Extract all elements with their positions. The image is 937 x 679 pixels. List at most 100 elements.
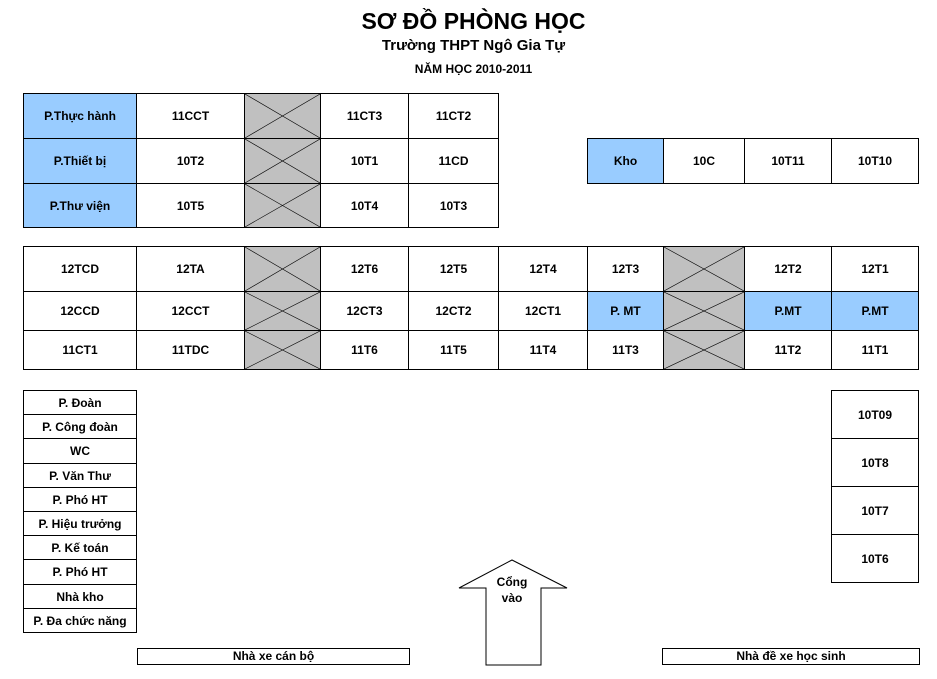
- room-label: WC: [70, 444, 90, 458]
- unused-cell: [244, 291, 321, 331]
- cross-icon: [245, 331, 320, 369]
- room-label: 12CT2: [435, 304, 472, 318]
- unused-cell: [663, 291, 745, 331]
- room-label: P.Thực hành: [44, 109, 116, 123]
- classroom: 10T7: [831, 486, 919, 535]
- room-label: 12CCT: [171, 304, 210, 318]
- room-label: 10T11: [771, 154, 805, 168]
- room-label: P. Phó HT: [52, 565, 108, 579]
- classroom: 12T5: [408, 246, 499, 292]
- classroom: P. Văn Thư: [23, 463, 137, 488]
- classroom: P. Phó HT: [23, 559, 137, 585]
- school-name: Trường THPT Ngô Gia Tự: [381, 37, 566, 54]
- classroom: 10T09: [831, 390, 919, 439]
- room-label: 11CD: [438, 154, 469, 168]
- classroom: 10T3: [408, 183, 499, 228]
- room-label: 12T1: [861, 262, 889, 276]
- room-label: P. Công đoàn: [42, 419, 118, 434]
- unused-cell: [244, 246, 321, 292]
- gate-label-line1: Cổng: [496, 575, 528, 589]
- room-label: 10T4: [350, 198, 379, 213]
- gate-label-line2: vào: [501, 591, 523, 605]
- room-label: 11TDC: [171, 343, 210, 357]
- cross-icon: [664, 292, 744, 330]
- room-label: 10T5: [176, 198, 205, 213]
- classroom: 11T2: [744, 330, 832, 370]
- classroom: 12CCT: [136, 291, 245, 331]
- classroom: 11T5: [408, 330, 499, 370]
- room-label: 11T4: [529, 343, 557, 357]
- room-label: P. Phó HT: [52, 492, 108, 507]
- room-label: 11T6: [351, 343, 378, 357]
- unused-cell: [244, 183, 321, 228]
- room-label: Nhà kho: [56, 589, 104, 604]
- unused-cell: [244, 93, 321, 139]
- special-room: P.MT: [744, 291, 832, 331]
- classroom: 12TA: [136, 246, 245, 292]
- special-room: P.Thực hành: [23, 93, 137, 139]
- classroom: 10T6: [831, 534, 919, 583]
- room-label: 12T5: [439, 262, 468, 276]
- student-parking: Nhà đề xe học sinh: [662, 648, 920, 665]
- room-label: 10T09: [857, 407, 893, 422]
- room-label: 10T10: [857, 154, 893, 168]
- classroom: 12CT3: [320, 291, 409, 331]
- room-label: P. Đoàn: [58, 395, 102, 410]
- room-label: 12TA: [176, 262, 205, 276]
- classroom: 11CCT: [136, 93, 245, 139]
- classroom: P. Hiệu trưởng: [23, 511, 137, 536]
- unused-cell: [663, 330, 745, 370]
- room-label: 12CT3: [346, 304, 383, 318]
- room-label: 12T6: [350, 262, 379, 276]
- room-label: 12T2: [774, 262, 802, 276]
- room-label: 10C: [692, 154, 715, 168]
- classroom: 11CT3: [320, 93, 409, 139]
- special-room: Kho: [587, 138, 664, 184]
- classroom: 11CD: [408, 138, 499, 184]
- special-room: P. MT: [587, 291, 664, 331]
- room-label: P.MT: [774, 304, 802, 318]
- classroom: P. Đoàn: [23, 390, 137, 415]
- classroom: 11T6: [320, 330, 409, 370]
- classroom: P. Kế toán: [23, 535, 137, 560]
- room-label: P.MT: [861, 304, 889, 318]
- cross-icon: [245, 184, 320, 227]
- room-label: P. Hiệu trưởng: [38, 516, 122, 531]
- room-label: 10T2: [176, 154, 205, 168]
- room-label: 11T5: [440, 343, 467, 357]
- room-label: 11T2: [774, 343, 802, 357]
- classroom: 11CT2: [408, 93, 499, 139]
- classroom: 12CT1: [498, 291, 588, 331]
- classroom: P. Công đoàn: [23, 414, 137, 439]
- classroom: 12T1: [831, 246, 919, 292]
- classroom: 10T5: [136, 183, 245, 228]
- classroom: 12TCD: [23, 246, 137, 292]
- room-label: Kho: [613, 154, 638, 168]
- classroom: P. Phó HT: [23, 487, 137, 512]
- cross-icon: [664, 247, 744, 291]
- classroom: 12T6: [320, 246, 409, 292]
- room-label: P. Kế toán: [51, 540, 109, 555]
- room-label: 10T7: [861, 503, 889, 518]
- classroom: 11TDC: [136, 330, 245, 370]
- room-label: 10T3: [439, 198, 468, 213]
- gate-label: Cổng vào: [486, 574, 538, 606]
- classroom: 11T1: [831, 330, 919, 370]
- room-label: 12CT1: [524, 304, 562, 318]
- cross-icon: [245, 94, 320, 138]
- cross-icon: [664, 331, 744, 369]
- room-label: 10T8: [861, 455, 889, 470]
- unused-cell: [244, 330, 321, 370]
- room-label: P. Đa chức năng: [33, 613, 127, 628]
- classroom: Nhà kho: [23, 584, 137, 609]
- room-label: 10T1: [350, 154, 379, 168]
- staff-parking: Nhà xe cán bộ: [137, 648, 410, 665]
- room-label: 11CT2: [435, 109, 472, 123]
- classroom: 10T8: [831, 438, 919, 487]
- room-label: 11CT3: [346, 109, 383, 123]
- room-label: 12CCD: [60, 304, 100, 318]
- classroom: P. Đa chức năng: [23, 608, 137, 633]
- room-label: 11T1: [861, 343, 889, 357]
- classroom: 10T2: [136, 138, 245, 184]
- room-label: 12T3: [611, 262, 640, 276]
